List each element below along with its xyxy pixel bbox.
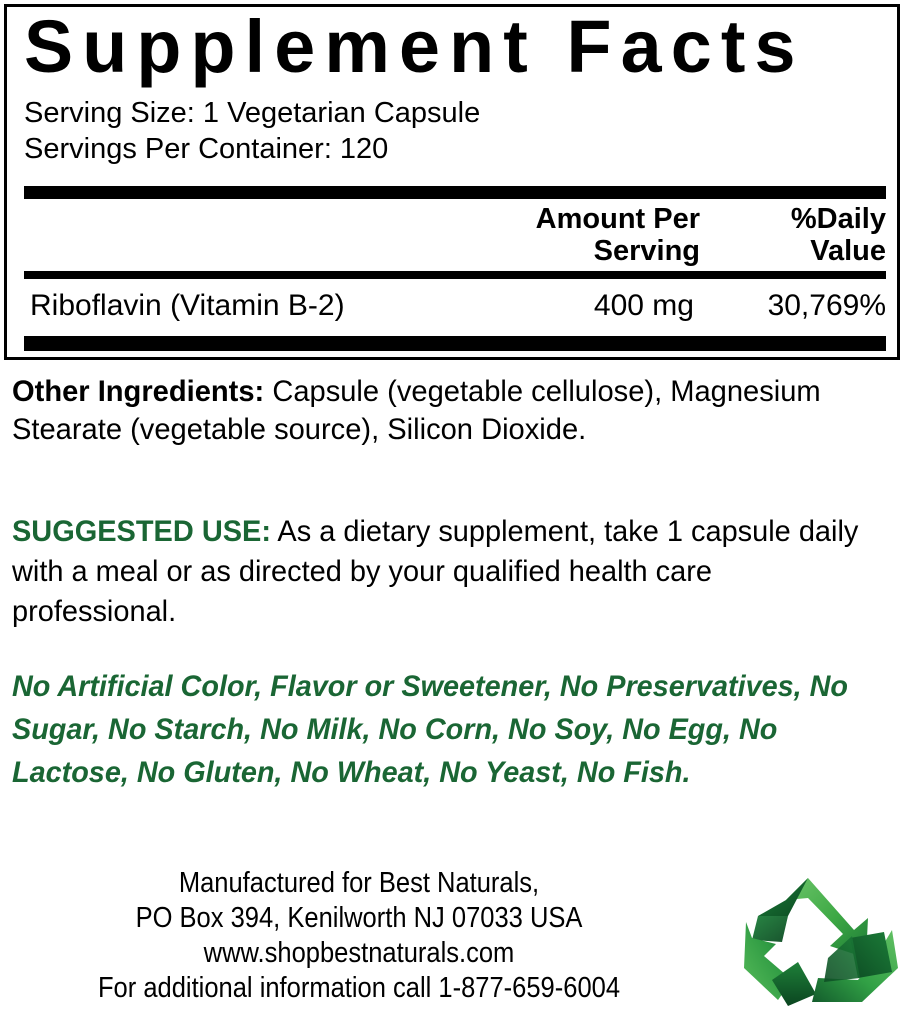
nutrient-daily-value: 30,769% xyxy=(767,289,886,322)
table-rule-middle xyxy=(24,271,886,279)
servings-per-container-text: Servings Per Container: 120 xyxy=(24,133,389,165)
column-header-amount-per-serving: Amount Per Serving xyxy=(400,203,700,267)
supplement-facts-inner: Supplement Facts Serving Size: 1 Vegetar… xyxy=(18,7,886,357)
other-ingredients-text: Capsule (vegetable cellulose), Magnesium… xyxy=(12,375,821,446)
column-header-amount-line2: Serving xyxy=(593,235,700,267)
column-header-amount-line1: Amount Per xyxy=(535,203,700,235)
suggested-use-text: As a dietary supplement, take 1 capsule … xyxy=(12,515,859,628)
suggested-use: SUGGESTED USE: As a dietary supplement, … xyxy=(12,512,871,632)
manufacturer-info: Manufactured for Best Naturals, PO Box 3… xyxy=(0,866,718,1006)
column-header-daily-value: %Daily Value xyxy=(696,203,886,267)
free-from-claims: No Artificial Color, Flavor or Sweetener… xyxy=(12,670,849,789)
other-ingredients-label: Other Ingredients: xyxy=(12,375,265,408)
table-rule-bottom xyxy=(24,336,886,351)
supplement-facts-panel: Supplement Facts Serving Size: 1 Vegetar… xyxy=(4,4,900,360)
serving-size-text: Serving Size: 1 Vegetarian Capsule xyxy=(24,97,481,129)
other-ingredients: Other Ingredients: Capsule (vegetable ce… xyxy=(12,373,869,449)
nutrient-amount: 400 mg xyxy=(593,289,694,322)
column-header-dv-line1: %Daily xyxy=(790,203,886,235)
table-rule-top xyxy=(24,186,886,199)
table-row: Riboflavin (Vitamin B-2) 400 mg 30,769% xyxy=(24,287,886,329)
recycle-icon xyxy=(742,872,900,1008)
nutrient-name: Riboflavin (Vitamin B-2) xyxy=(30,289,345,322)
phone-line: For additional information call 1-877-65… xyxy=(97,972,621,1004)
column-header-dv-line2: Value xyxy=(810,235,886,267)
page-title: Supplement Facts xyxy=(24,5,805,88)
manufacturer-line: Manufactured for Best Naturals, xyxy=(178,867,540,899)
address-line: PO Box 394, Kenilworth NJ 07033 USA xyxy=(135,902,583,934)
website-line: www.shopbestnaturals.com xyxy=(203,937,515,969)
suggested-use-label: SUGGESTED USE: xyxy=(12,515,271,548)
